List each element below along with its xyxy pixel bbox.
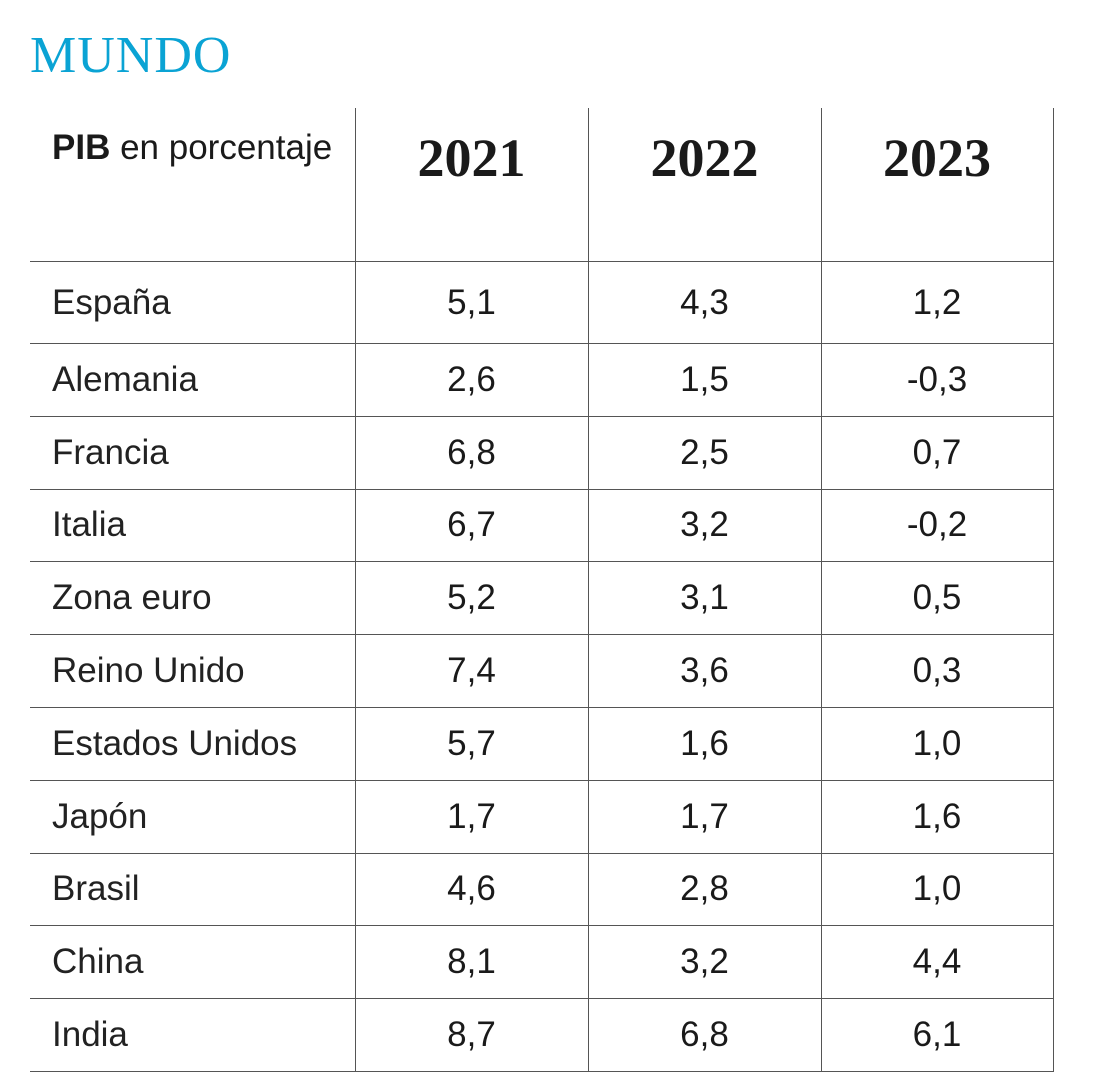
table-row: Italia 6,7 3,2 -0,2	[30, 489, 1054, 563]
value-cell-2022: 2,8	[587, 853, 821, 927]
value-cell-2022: 3,2	[587, 925, 821, 1000]
header-row: PIB en porcentaje 2021 2022 2023	[30, 108, 1054, 262]
value-cell-2023: 1,6	[820, 780, 1054, 854]
table-row: Japón 1,7 1,7 1,6	[30, 780, 1054, 854]
value-cell-2022: 1,6	[587, 707, 821, 781]
value-cell-2022: 3,1	[587, 561, 821, 636]
value-cell-2022: 4,3	[587, 261, 821, 344]
value-cell-2023: 1,2	[820, 261, 1054, 344]
value-cell-2023: 6,1	[820, 998, 1054, 1072]
year-header-2023: 2023	[820, 108, 1054, 262]
value-cell-2023: 0,5	[820, 561, 1054, 636]
value-cell-2021: 7,4	[354, 634, 588, 708]
value-cell-2022: 2,5	[587, 416, 821, 490]
table-row: India 8,7 6,8 6,1	[30, 998, 1054, 1072]
country-cell: Brasil	[30, 853, 355, 927]
table-row: Alemania 2,6 1,5 -0,3	[30, 343, 1054, 417]
value-cell-2023: 0,7	[820, 416, 1054, 490]
table-row: Zona euro 5,2 3,1 0,5	[30, 561, 1054, 636]
value-cell-2021: 1,7	[354, 780, 588, 854]
value-cell-2022: 3,2	[587, 489, 821, 563]
value-cell-2022: 3,6	[587, 634, 821, 708]
country-cell: India	[30, 998, 355, 1072]
table-body: España 5,1 4,3 1,2 Alemania 2,6 1,5 -0,3 Francia…	[30, 261, 1054, 1072]
value-cell-2023: 1,0	[820, 853, 1054, 927]
country-cell: Japón	[30, 780, 355, 854]
country-cell: China	[30, 925, 355, 1000]
table-row: España 5,1 4,3 1,2	[30, 261, 1054, 344]
year-header-2021: 2021	[354, 108, 588, 262]
value-cell-2021: 2,6	[354, 343, 588, 417]
year-header-2022: 2022	[587, 108, 821, 262]
value-cell-2021: 8,7	[354, 998, 588, 1072]
value-cell-2022: 1,7	[587, 780, 821, 854]
gdp-table: PIB en porcentaje 2021 2022 2023 España 5…	[30, 108, 1054, 1072]
table-row: Reino Unido 7,4 3,6 0,3	[30, 634, 1054, 708]
value-cell-2021: 6,8	[354, 416, 588, 490]
country-cell: Reino Unido	[30, 634, 355, 708]
value-cell-2023: -0,3	[820, 343, 1054, 417]
value-cell-2021: 6,7	[354, 489, 588, 563]
value-cell-2023: 4,4	[820, 925, 1054, 1000]
table-row: Francia 6,8 2,5 0,7	[30, 416, 1054, 490]
country-cell: Francia	[30, 416, 355, 490]
country-cell: Estados Unidos	[30, 707, 355, 781]
country-cell: Zona euro	[30, 561, 355, 636]
value-cell-2022: 6,8	[587, 998, 821, 1072]
country-cell: España	[30, 261, 355, 344]
value-cell-2023: -0,2	[820, 489, 1054, 563]
header-label-rest: en porcentaje	[110, 128, 333, 167]
value-cell-2022: 1,5	[587, 343, 821, 417]
table-row: Brasil 4,6 2,8 1,0	[30, 853, 1054, 927]
value-cell-2021: 5,1	[354, 261, 588, 344]
value-cell-2021: 5,2	[354, 561, 588, 636]
country-cell: Alemania	[30, 343, 355, 417]
value-cell-2021: 8,1	[354, 925, 588, 1000]
chart-title: MUNDO	[30, 27, 232, 84]
country-cell: Italia	[30, 489, 355, 563]
value-cell-2023: 1,0	[820, 707, 1054, 781]
header-label-bold: PIB	[52, 128, 111, 167]
value-cell-2021: 5,7	[354, 707, 588, 781]
table-row: China 8,1 3,2 4,4	[30, 925, 1054, 1000]
value-cell-2023: 0,3	[820, 634, 1054, 708]
table-row: Estados Unidos 5,7 1,6 1,0	[30, 707, 1054, 781]
header-label: PIB en porcentaje	[30, 108, 355, 262]
value-cell-2021: 4,6	[354, 853, 588, 927]
